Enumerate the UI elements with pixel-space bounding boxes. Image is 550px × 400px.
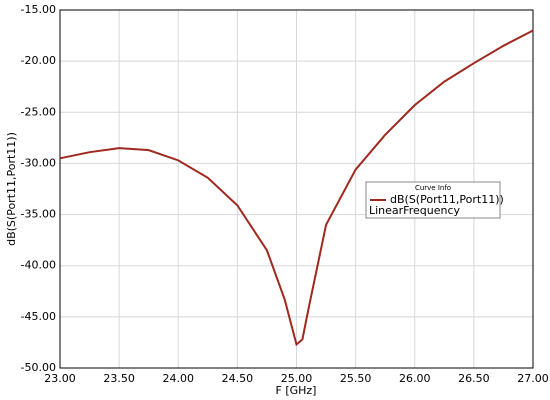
y-tick-label: -50.00	[21, 361, 56, 374]
x-tick-label: 24.00	[163, 372, 195, 385]
legend-box	[365, 181, 501, 219]
legend-title: Curve Info	[415, 184, 451, 192]
x-axis-label: F [GHz]	[276, 384, 317, 397]
x-tick-label: 25.00	[281, 372, 313, 385]
x-tick-label: 26.00	[399, 372, 431, 385]
x-tick-label: 26.50	[458, 372, 490, 385]
y-tick-label: -15.00	[21, 3, 56, 16]
y-tick-label: -20.00	[21, 54, 56, 67]
y-tick-label: -35.00	[21, 208, 56, 221]
y-tick-label: -25.00	[21, 105, 56, 118]
x-tick-label: 23.00	[44, 372, 76, 385]
x-tick-label: 25.50	[340, 372, 372, 385]
legend-note: LinearFrequency	[369, 204, 461, 217]
y-tick-label: -30.00	[21, 156, 56, 169]
x-tick-label: 23.50	[103, 372, 135, 385]
x-tick-label: 24.50	[222, 372, 254, 385]
data-line	[59, 29, 534, 347]
legend-label: dB(S(Port11,Port11))	[390, 193, 504, 206]
plot-frame	[59, 9, 534, 369]
y-tick-label: -40.00	[21, 259, 56, 272]
x-tick-label: 27.00	[517, 372, 549, 385]
y-axis-label: dB(S(Port11,Port11))	[5, 132, 18, 246]
y-tick-label: -45.00	[21, 310, 56, 323]
